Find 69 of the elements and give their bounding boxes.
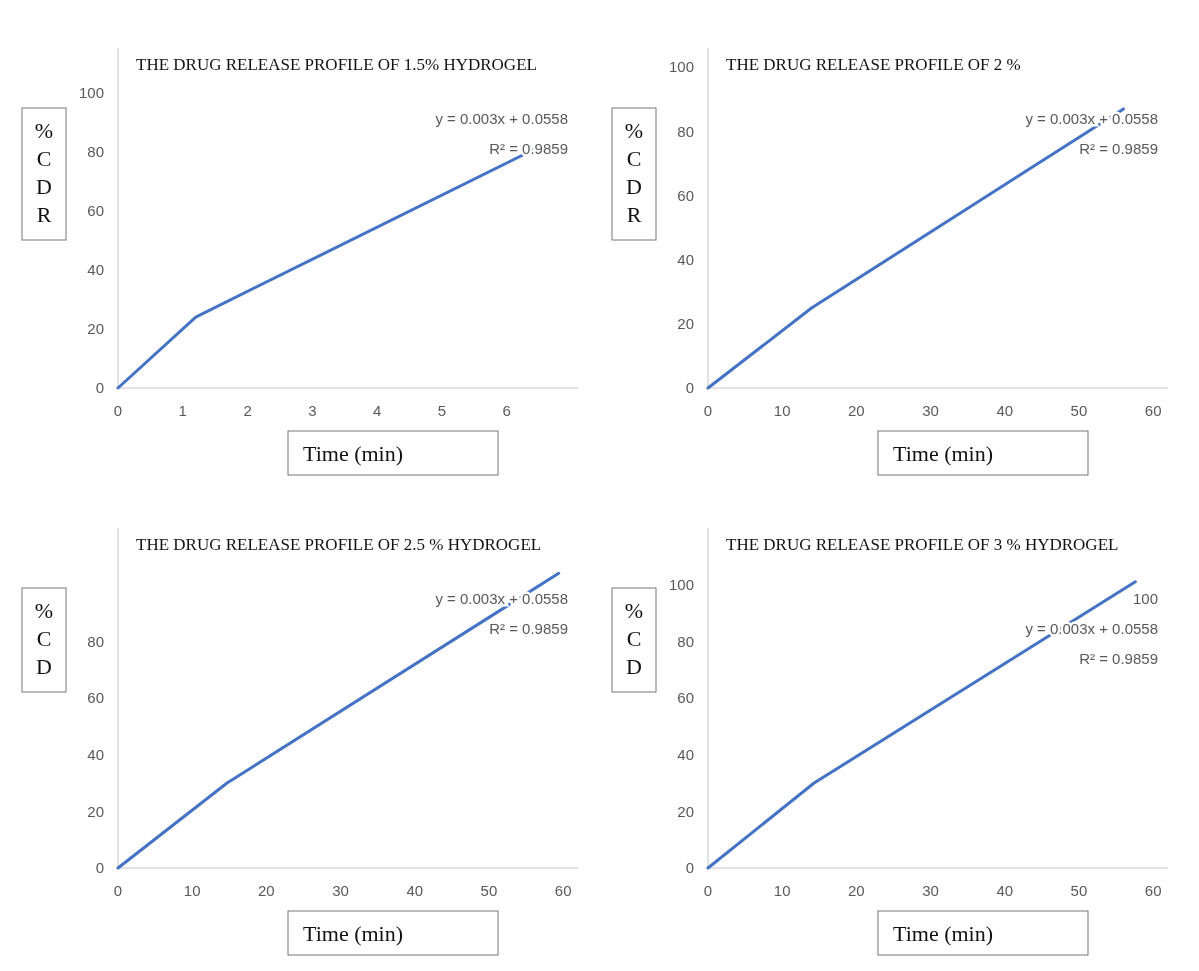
- x-tick-label: 30: [332, 882, 349, 899]
- x-tick-label: 0: [703, 882, 713, 899]
- chart-title: THE DRUG RELEASE PROFILE OF 3 % HYDROGEL: [726, 535, 1119, 554]
- x-tick-label: 20: [258, 882, 275, 899]
- y-tick-label: 100: [78, 83, 104, 101]
- x-tick-label: 50: [480, 882, 498, 899]
- x-tick-label: 40: [406, 882, 424, 899]
- x-tick-label: 0: [113, 402, 123, 419]
- y-tick-label: 20: [677, 802, 694, 820]
- y-tick-label: 0: [685, 859, 694, 877]
- x-tick-label: 20: [848, 882, 865, 899]
- x-tick-label: 3: [308, 402, 317, 419]
- x-tick-label: 60: [554, 882, 572, 899]
- x-tick-label: 0: [113, 882, 123, 899]
- x-tick-label: 10: [773, 402, 791, 419]
- chart-title: THE DRUG RELEASE PROFILE OF 2 %: [726, 55, 1021, 74]
- y-tick-label: 20: [677, 315, 694, 333]
- y-tick-label: 20: [87, 802, 104, 820]
- x-tick-label: 50: [1070, 402, 1088, 419]
- x-tick-label: 10: [773, 882, 791, 899]
- x-tick-label: 40: [996, 402, 1014, 419]
- x-tick-label: 60: [1144, 402, 1162, 419]
- y-axis-title: %CD: [34, 598, 54, 679]
- y-axis-title: %CDR: [34, 118, 54, 227]
- annotation: R² = 0.9859: [489, 140, 568, 157]
- chart-title: THE DRUG RELEASE PROFILE OF 1.5% HYDROGEL: [136, 55, 537, 74]
- y-tick-label: 40: [677, 745, 694, 763]
- y-axis-title: %CD: [624, 598, 644, 679]
- x-tick-label: 40: [996, 882, 1014, 899]
- y-tick-label: 80: [677, 632, 694, 650]
- y-tick-label: 40: [677, 250, 694, 268]
- y-tick-label: 0: [95, 859, 104, 877]
- x-axis-title: Time (min): [893, 921, 994, 946]
- x-tick-label: 4: [372, 402, 382, 419]
- y-tick-label: 0: [685, 379, 694, 397]
- y-tick-label: 60: [87, 689, 104, 707]
- x-tick-label: 30: [922, 402, 939, 419]
- y-tick-label: 40: [87, 745, 104, 763]
- annotation: 100: [1132, 590, 1158, 607]
- y-tick-label: 60: [677, 186, 694, 204]
- x-tick-label: 10: [183, 882, 201, 899]
- x-tick-label: 20: [848, 402, 865, 419]
- y-tick-label: 100: [668, 58, 694, 76]
- x-tick-label: 0: [703, 402, 713, 419]
- y-axis-title: %CDR: [624, 118, 644, 227]
- y-tick-label: 20: [87, 320, 104, 338]
- x-tick-label: 30: [922, 882, 939, 899]
- y-tick-label: 80: [677, 122, 694, 140]
- annotation: R² = 0.9859: [1079, 140, 1158, 157]
- y-tick-label: 80: [87, 142, 104, 160]
- y-tick-label: 100: [668, 575, 694, 593]
- x-tick-label: 1: [178, 402, 187, 419]
- y-tick-label: 40: [87, 260, 104, 278]
- y-tick-label: 60: [677, 689, 694, 707]
- x-axis-title: Time (min): [303, 441, 404, 466]
- y-tick-label: 0: [95, 379, 104, 397]
- chart-title: THE DRUG RELEASE PROFILE OF 2.5 % HYDROGEL: [136, 535, 542, 554]
- x-tick-label: 60: [1144, 882, 1162, 899]
- x-tick-label: 5: [437, 402, 447, 419]
- x-tick-label: 50: [1070, 882, 1088, 899]
- annotation: R² = 0.9859: [1079, 650, 1158, 667]
- annotation: y = 0.003x + 0.0558: [435, 110, 568, 127]
- x-tick-label: 6: [502, 402, 511, 419]
- x-axis-title: Time (min): [893, 441, 994, 466]
- y-tick-label: 60: [87, 201, 104, 219]
- y-tick-label: 80: [87, 632, 104, 650]
- annotation: R² = 0.9859: [489, 620, 568, 637]
- x-tick-label: 2: [243, 402, 252, 419]
- x-axis-title: Time (min): [303, 921, 404, 946]
